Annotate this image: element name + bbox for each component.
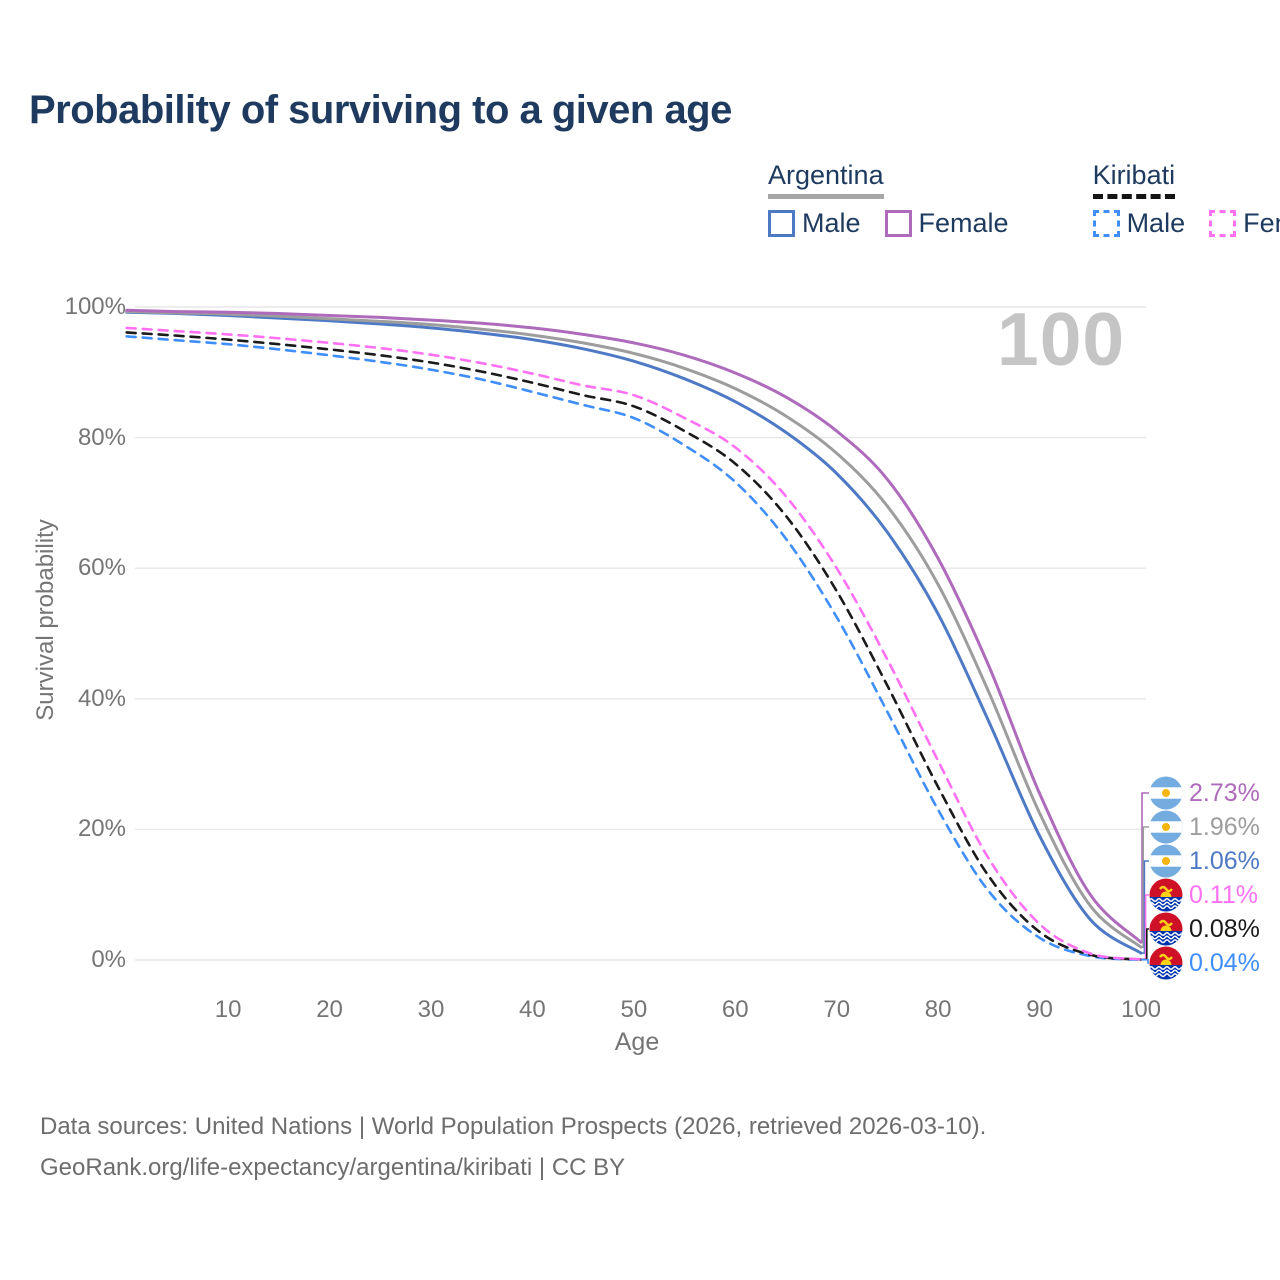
legend-swatch-icon (1092, 210, 1120, 237)
end-label-value: 1.96% (1189, 812, 1260, 841)
end-label-argentina-female: 2.73% (1149, 776, 1260, 810)
end-label-connector (1141, 958, 1149, 964)
y-tick-label: 100% (64, 293, 126, 320)
kiribati-flag-icon (1149, 912, 1183, 946)
legend-item-label: Male (802, 208, 861, 238)
end-label-value: 0.11% (1189, 880, 1259, 909)
end-label-value: 1.06% (1189, 846, 1260, 875)
end-label-connector (1141, 826, 1149, 948)
legend-item-kiribati-female[interactable]: Female (1209, 208, 1280, 239)
legend-swatch-icon (884, 210, 912, 237)
end-label-connector (1141, 860, 1149, 954)
source-line-1: Data sources: United Nations | World Pop… (40, 1113, 987, 1140)
legend-item-argentina-female[interactable]: Female (884, 208, 1009, 239)
legend-item-label: Male (1126, 208, 1186, 238)
argentina-flag-icon (1149, 810, 1183, 844)
y-tick-label: 80% (77, 423, 126, 451)
x-tick-label: 70 (823, 996, 851, 1023)
end-label-kiribati-female: 0.11% (1149, 878, 1258, 912)
legend-swatch-icon (768, 210, 795, 237)
end-label-argentina-male: 1.06% (1149, 844, 1260, 878)
kiribati-flag-icon (1149, 878, 1183, 912)
source-line-2: GeoRank.org/life-expectancy/argentina/ki… (40, 1154, 626, 1181)
end-label-argentina-both-sexes: 1.96% (1149, 810, 1260, 844)
page-title: Probability of surviving to a given age (29, 88, 732, 132)
series-curve-kiribati-female (125, 326, 1143, 961)
x-tick-label: 30 (417, 996, 445, 1023)
x-tick-label: 10 (214, 996, 242, 1023)
series-curve-kiribati-male (125, 335, 1143, 961)
end-label-kiribati-male: 0.04% (1149, 946, 1260, 980)
legend-item-kiribati-male[interactable]: Male (1092, 208, 1186, 239)
end-label-value: 2.73% (1189, 778, 1260, 807)
legend-item-argentina-male[interactable]: Male (768, 208, 861, 239)
age-counter-watermark: 100 (997, 297, 1126, 381)
data-source-note: Data sources: United Nations | World Pop… (40, 1106, 986, 1188)
legend-swatch-icon (1209, 210, 1237, 237)
legend-country-label-kiribati: Kiribati (1092, 160, 1176, 199)
legend-country-label-argentina: Argentina (768, 160, 884, 199)
x-tick-label: 80 (924, 996, 952, 1023)
x-tick-label: 50 (620, 996, 648, 1023)
argentina-flag-icon (1149, 844, 1183, 878)
kiribati-flag-icon (1149, 946, 1183, 980)
series-curve-argentina-both-sexes (125, 310, 1143, 949)
legend-item-label: Female (1243, 208, 1280, 238)
x-tick-label: 40 (519, 996, 546, 1023)
end-label-connector (1141, 792, 1149, 943)
legend-item-label: Female (918, 208, 1009, 238)
legend-group-argentina: Argentina Male Female (768, 160, 1009, 239)
end-label-value: 0.08% (1189, 914, 1260, 943)
legend: Argentina Male Female Kiribati Male Female (768, 160, 1280, 239)
x-axis-title: Age (614, 1028, 660, 1056)
end-label-value: 0.04% (1189, 948, 1260, 977)
y-tick-label: 40% (77, 684, 126, 712)
argentina-flag-icon (1149, 776, 1183, 810)
y-tick-label: 0% (91, 946, 126, 973)
y-tick-label: 60% (77, 554, 126, 582)
series-curve-argentina-male (125, 310, 1143, 955)
x-tick-label: 20 (316, 996, 343, 1023)
y-tick-label: 20% (77, 815, 126, 843)
x-tick-label: 100 (1120, 996, 1162, 1023)
x-tick-label: 90 (1026, 996, 1053, 1023)
series-curve-argentina-female (125, 308, 1143, 944)
x-tick-label: 60 (721, 996, 749, 1023)
series-curve-kiribati-both-sexes (125, 331, 1143, 961)
legend-group-kiribati: Kiribati Male Female (1092, 160, 1280, 239)
end-label-kiribati-both-sexes: 0.08% (1149, 912, 1260, 946)
